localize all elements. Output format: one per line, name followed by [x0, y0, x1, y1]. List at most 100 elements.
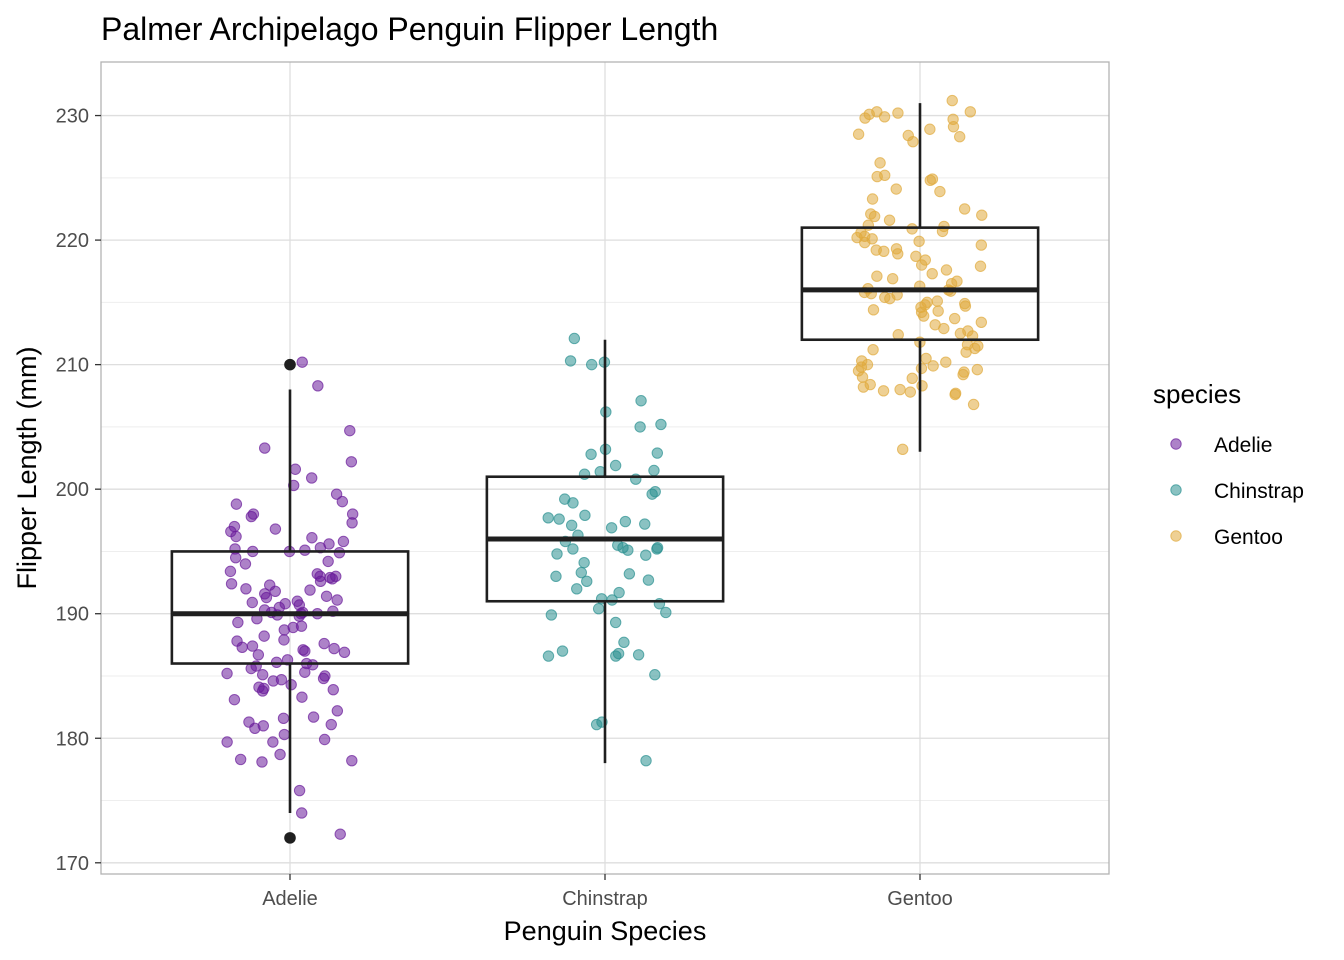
- data-point-chinstrap: [648, 464, 660, 477]
- data-point-adelie: [259, 442, 271, 454]
- data-point-adelie: [346, 754, 358, 767]
- outlier-point: [284, 358, 296, 371]
- outlier-point: [284, 832, 296, 844]
- data-point-adelie: [221, 736, 233, 748]
- data-point-adelie: [230, 498, 243, 510]
- data-point-gentoo: [892, 329, 904, 341]
- data-point-gentoo: [867, 343, 879, 356]
- data-point-chinstrap: [613, 586, 625, 599]
- data-point-gentoo: [940, 356, 952, 368]
- data-point-adelie: [246, 596, 258, 609]
- data-point-gentoo: [913, 235, 925, 248]
- x-tick-label: Gentoo: [887, 888, 953, 910]
- data-point-gentoo: [878, 245, 890, 258]
- data-point-adelie: [289, 463, 302, 475]
- data-point-gentoo: [894, 383, 906, 396]
- data-point-chinstrap: [590, 718, 603, 731]
- data-point-chinstrap: [623, 568, 636, 580]
- data-point-chinstrap: [632, 649, 645, 661]
- data-point-adelie: [267, 736, 279, 748]
- data-point-gentoo: [953, 131, 966, 143]
- data-point-gentoo: [866, 193, 879, 205]
- legend: species Adelie Chinstrap Gentoo: [1153, 379, 1304, 549]
- data-point-gentoo: [883, 214, 896, 226]
- data-point-adelie: [299, 666, 311, 678]
- data-point-gentoo: [931, 295, 943, 307]
- data-point-chinstrap: [567, 543, 579, 555]
- data-point-gentoo: [871, 170, 883, 183]
- legend-key-chinstrap: [1170, 484, 1182, 496]
- data-point-gentoo: [917, 310, 930, 322]
- x-tick-label: Adelie: [262, 888, 318, 910]
- data-point-chinstrap: [581, 575, 593, 588]
- data-point-adelie: [326, 573, 339, 585]
- data-point-gentoo: [892, 248, 904, 260]
- data-point-adelie: [305, 472, 318, 484]
- data-point-adelie: [278, 624, 290, 636]
- data-point-chinstrap: [618, 636, 630, 649]
- data-point-chinstrap: [619, 515, 632, 528]
- data-point-adelie: [260, 591, 273, 604]
- data-point-chinstrap: [609, 616, 622, 629]
- data-point-gentoo: [915, 362, 928, 375]
- data-point-gentoo: [927, 360, 939, 372]
- data-point-gentoo: [957, 368, 969, 381]
- legend-label-chinstrap: Chinstrap: [1214, 480, 1304, 503]
- data-point-adelie: [256, 685, 269, 697]
- data-point-gentoo: [904, 386, 917, 398]
- y-tick-label: 170: [56, 853, 89, 875]
- data-point-chinstrap: [592, 603, 605, 615]
- data-point-gentoo: [967, 398, 980, 411]
- y-axis: 170 180 190 200 210 220 230: [56, 106, 101, 875]
- data-point-gentoo: [976, 209, 988, 221]
- data-point-chinstrap: [564, 355, 577, 367]
- data-point-adelie: [296, 691, 308, 703]
- data-point-adelie: [306, 532, 318, 544]
- legend-label-gentoo: Gentoo: [1214, 526, 1283, 549]
- data-point-adelie: [318, 733, 331, 746]
- data-point-adelie: [232, 616, 244, 629]
- data-point-gentoo: [924, 174, 936, 187]
- data-point-gentoo: [867, 304, 880, 316]
- data-point-gentoo: [852, 128, 865, 140]
- data-point-gentoo: [964, 106, 977, 118]
- data-point-gentoo: [857, 381, 870, 393]
- x-axis: Adelie Chinstrap Gentoo: [262, 874, 953, 910]
- box-gentoo: [800, 103, 1040, 452]
- data-point-gentoo: [877, 385, 890, 397]
- data-point-adelie: [320, 590, 333, 602]
- data-point-chinstrap: [649, 669, 661, 681]
- data-point-adelie: [331, 705, 344, 717]
- data-point-chinstrap: [605, 522, 618, 534]
- data-point-gentoo: [859, 236, 871, 249]
- data-point-adelie: [245, 662, 257, 675]
- data-point-adelie: [344, 424, 356, 437]
- data-point-chinstrap: [575, 566, 587, 579]
- data-point-adelie: [249, 722, 261, 734]
- data-point-adelie: [345, 456, 358, 468]
- data-point-adelie: [230, 530, 242, 543]
- data-point-adelie: [236, 641, 248, 654]
- box-adelie: [170, 358, 410, 844]
- data-point-adelie: [299, 645, 311, 657]
- data-point-chinstrap: [550, 570, 562, 583]
- data-point-chinstrap: [651, 447, 664, 459]
- data-point-gentoo: [948, 312, 961, 325]
- data-point-chinstrap: [578, 556, 590, 569]
- data-point-gentoo: [868, 210, 881, 223]
- data-point-gentoo: [932, 305, 944, 317]
- data-point-gentoo: [906, 372, 918, 385]
- y-tick-label: 210: [56, 355, 89, 377]
- data-point-gentoo: [954, 327, 967, 340]
- data-point-adelie: [240, 583, 252, 595]
- data-point-adelie: [296, 356, 308, 368]
- data-point-adelie: [229, 551, 242, 564]
- data-point-adelie: [327, 683, 339, 696]
- data-point-chinstrap: [542, 650, 555, 662]
- data-point-gentoo: [949, 388, 961, 401]
- data-point-chinstrap: [610, 650, 622, 662]
- data-point-adelie: [234, 753, 247, 766]
- data-point-chinstrap: [642, 574, 655, 586]
- y-tick-label: 180: [56, 728, 89, 750]
